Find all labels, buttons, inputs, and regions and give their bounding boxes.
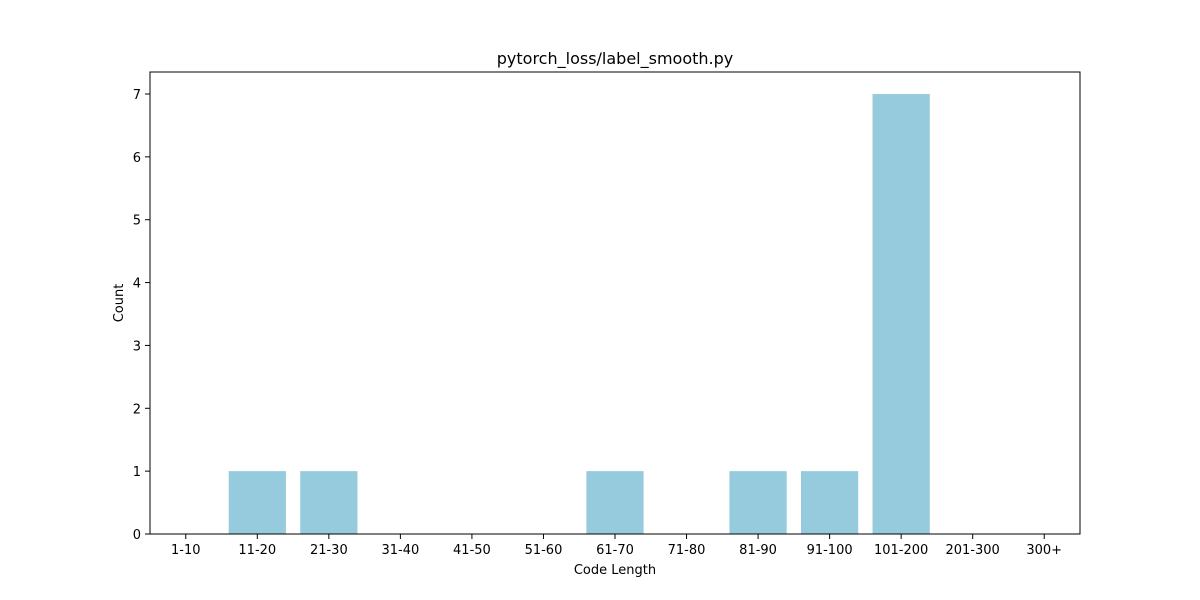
bar-61-70 [586,471,644,534]
y-tick-label: 6 [133,151,141,166]
bars-layer [228,94,930,534]
y-tick-label: 3 [133,339,141,354]
y-axis-label: Count [112,284,127,323]
x-axis-ticks: 1-10 11-20 21-30 31-40 41-50 51-60 61-70 71-80 8… [171,534,1062,558]
bar-91-100 [801,471,859,534]
bar-81-90 [729,471,787,534]
bar-21-30 [300,471,358,534]
x-tick-label: 300+ [1026,543,1062,558]
y-tick-label: 7 [133,88,141,103]
x-tick-label: 1-10 [171,543,201,558]
y-tick-label: 5 [133,214,141,229]
plot-frame [149,71,1081,535]
chart-title: pytorch_loss/label_smooth.py [497,49,733,69]
bar-101-200 [872,94,930,534]
y-tick-label: 1 [133,465,141,480]
x-tick-label: 11-20 [238,543,276,558]
x-tick-label: 21-30 [310,543,348,558]
x-tick-label: 51-60 [525,543,563,558]
y-axis-ticks: 0 1 2 3 4 5 6 7 [133,88,150,543]
x-tick-label: 101-200 [874,543,928,558]
x-tick-label: 201-300 [946,543,1000,558]
x-tick-label: 61-70 [596,543,634,558]
x-tick-label: 81-90 [739,543,777,558]
y-tick-label: 4 [133,277,141,292]
y-tick-label: 2 [133,402,141,417]
x-tick-label: 91-100 [807,543,853,558]
y-tick-label: 0 [133,528,141,543]
x-axis-label: Code Length [574,563,656,578]
x-tick-label: 41-50 [453,543,491,558]
x-tick-label: 31-40 [381,543,419,558]
x-tick-label: 71-80 [668,543,706,558]
bar-11-20 [228,471,286,534]
